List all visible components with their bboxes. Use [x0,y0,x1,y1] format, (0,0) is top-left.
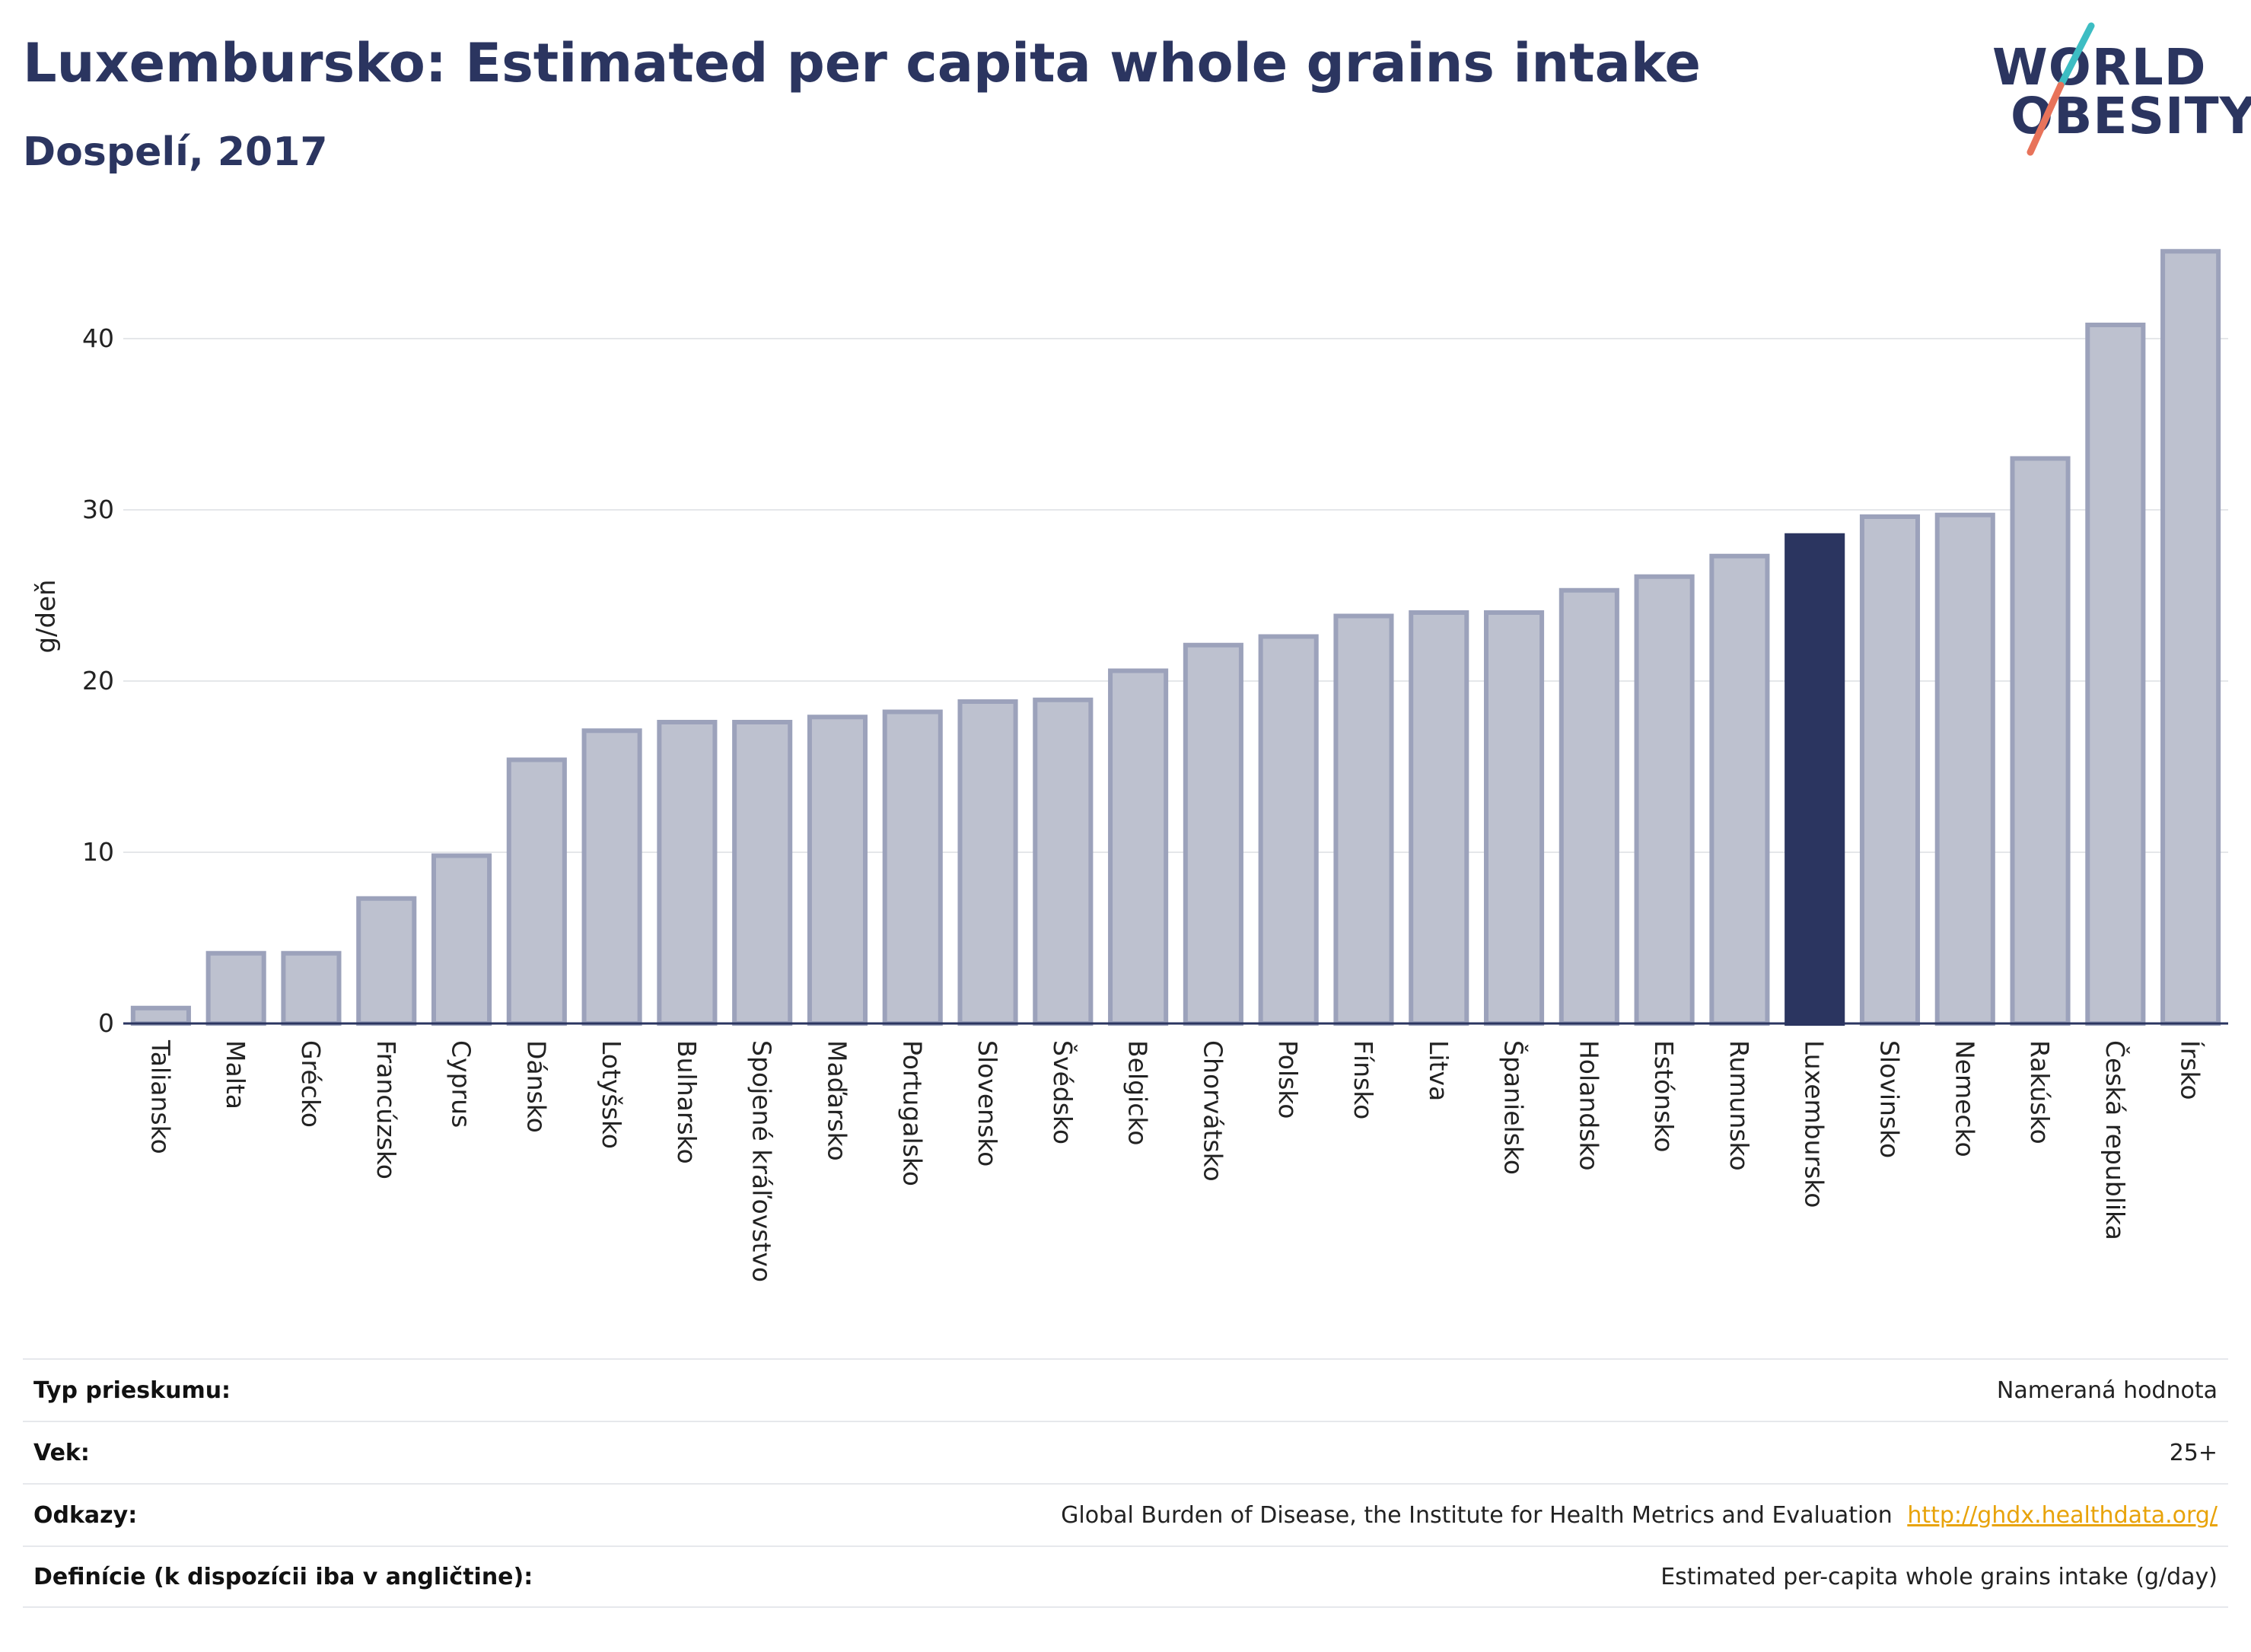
y-tick-label: 20 [82,666,114,695]
bar [1409,610,1469,1026]
bar [205,950,266,1026]
bar [957,699,1018,1026]
y-tick-label: 10 [82,837,114,867]
x-tick-label: Nemecko [1950,1040,1979,1157]
metadata-value-wrap: Global Burden of Disease, the Institute … [1061,1502,2218,1529]
bar [1634,574,1695,1026]
x-tick-label: Grécko [296,1040,326,1128]
x-tick-label: Belgicko [1123,1040,1153,1146]
bar [2160,249,2221,1026]
bar [1183,642,1243,1026]
metadata-row-definitions: Definície (k dispozícii iba v angličtine… [23,1545,2228,1608]
y-tick-label: 40 [82,323,114,353]
x-tick-label: Malta [221,1040,250,1109]
world-obesity-logo[interactable]: WORLD OBESITY [1979,21,2251,166]
x-tick-label: Bulharsko [672,1040,702,1164]
bar [1108,668,1169,1026]
bar [1559,587,1619,1026]
y-axis-title: g/deň [31,579,62,653]
metadata-value: Nameraná hodnota [1996,1377,2218,1404]
bar [1859,514,1921,1026]
y-axis-ticks: 0 10 20 30 40 [82,323,114,1038]
y-tick-label: 30 [82,495,114,524]
bar [1258,634,1319,1026]
metadata-table: Typ prieskumu: Nameraná hodnota Vek: 25+… [23,1358,2228,1608]
x-tick-label: Portugalsko [897,1040,927,1186]
bar [281,950,342,1026]
bar-highlighted [1785,533,1845,1026]
x-tick-label: Dánsko [521,1040,551,1133]
logo-line-1: WORLD [1992,38,2207,97]
source-link[interactable]: http://ghdx.healthdata.org/ [1907,1501,2218,1529]
x-tick-label: Rumunsko [1724,1040,1754,1171]
metadata-label: Vek: [33,1439,90,1466]
x-tick-label: Slovensko [973,1040,1002,1167]
logo-slash-icon [2027,22,2095,156]
x-tick-label: Slovinsko [1874,1040,1904,1158]
bar [732,720,793,1026]
bar [882,709,943,1026]
metadata-value: Global Burden of Disease, the Institute … [1061,1501,1893,1529]
bar [356,896,417,1026]
metadata-value: 25+ [2169,1439,2218,1466]
metadata-row-references: Odkazy: Global Burden of Disease, the In… [23,1483,2228,1545]
metadata-row-survey-type: Typ prieskumu: Nameraná hodnota [23,1358,2228,1421]
bar [2085,323,2146,1026]
bar [807,715,868,1026]
x-tick-label: Maďarsko [822,1040,852,1161]
page-title: Luxembursko: Estimated per capita whole … [23,32,1701,94]
x-tick-label: Polsko [1273,1040,1303,1119]
x-tick-label: Holandsko [1574,1040,1603,1171]
metadata-label: Odkazy: [33,1501,138,1529]
metadata-row-age: Vek: 25+ [23,1421,2228,1483]
y-tick-label: 0 [98,1008,114,1038]
x-tick-label: Fínsko [1348,1040,1378,1119]
x-tick-label: Taliansko [145,1039,175,1154]
bars [130,249,2221,1026]
x-axis-labels: Taliansko Malta Grécko Francúzsko Cyprus Dáns… [145,1039,2205,1282]
x-tick-label: Spojené kráľovstvo [747,1040,777,1282]
metadata-label: Typ prieskumu: [33,1377,231,1404]
x-tick-label: Cyprus [447,1040,476,1128]
x-tick-label: Litva [1424,1040,1453,1101]
bar [581,728,642,1026]
x-tick-label: Česká republika [2100,1040,2131,1240]
bar [2010,456,2071,1026]
metadata-label: Definície (k dispozícii iba v angličtine… [33,1563,533,1590]
x-tick-label: Francúzsko [371,1040,401,1179]
x-tick-label: Lotyšsko [597,1040,626,1149]
page-subtitle: Dospelí, 2017 [23,129,328,175]
x-tick-label: Švédsko [1048,1040,1078,1144]
bar [1033,697,1094,1026]
x-tick-label: Španielsko [1499,1040,1530,1175]
bar [130,1005,191,1026]
x-tick-label: Estónsko [1649,1040,1679,1152]
bar [431,853,492,1026]
x-tick-label: Chorvátsko [1198,1040,1227,1182]
bar [1709,553,1770,1026]
bar [506,757,567,1026]
metadata-value: Estimated per-capita whole grains intake… [1660,1563,2218,1590]
bar [657,720,718,1026]
bar [1333,613,1394,1026]
bar-chart: 0 10 20 30 40 Taliansko Malta Grécko Francúzsko… [31,249,2228,1282]
bar [1934,512,1995,1026]
x-tick-label: Írsko [2176,1040,2206,1100]
x-tick-label: Luxembursko [1800,1040,1829,1208]
bar [1483,610,1545,1026]
x-tick-label: Rakúsko [2025,1040,2055,1144]
